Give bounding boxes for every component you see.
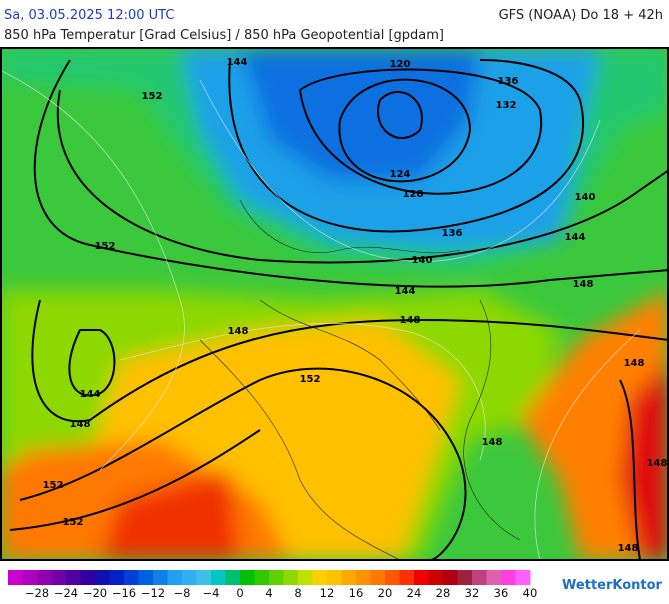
contour-label: 152 xyxy=(95,241,116,252)
colorbar-swatch xyxy=(240,570,255,585)
colorbar-swatch xyxy=(414,570,429,585)
colorbar-label: 20 xyxy=(378,586,393,600)
colorbar-label: 8 xyxy=(294,586,301,600)
contour-label: 132 xyxy=(496,100,517,111)
colorbar-swatch xyxy=(66,570,81,585)
contour-label: 148 xyxy=(70,419,91,430)
subtitle: 850 hPa Temperatur [Grad Celsius] / 850 … xyxy=(4,28,444,43)
contour-label: 152 xyxy=(63,517,84,528)
colorbar-swatch xyxy=(283,570,299,585)
colorbar-swatch xyxy=(501,570,516,585)
contour-label: 148 xyxy=(618,543,639,554)
colorbar-label: 36 xyxy=(494,586,509,600)
colorbar-label: 4 xyxy=(265,586,272,600)
contour-label: 120 xyxy=(390,59,411,70)
colorbar-swatch xyxy=(211,570,226,585)
colorbar-label: 12 xyxy=(320,586,335,600)
contour-label: 152 xyxy=(300,374,321,385)
colorbar-swatch xyxy=(167,570,183,585)
colorbar-swatch xyxy=(95,570,110,585)
colorbar-label: 16 xyxy=(349,586,364,600)
colorbar-label: 24 xyxy=(407,586,422,600)
contour-label-group: 144 120 136 132 152 124 128 136 140 144 152 140 144 1… xyxy=(43,57,668,554)
contour-label: 144 xyxy=(227,57,248,68)
contour-label: 152 xyxy=(43,480,64,491)
colorbar-label: −8 xyxy=(174,586,191,600)
colorbar-label: −12 xyxy=(141,586,165,600)
colorbar-swatch xyxy=(109,570,125,585)
contour-label: 148 xyxy=(400,315,421,326)
colorbar-label: 28 xyxy=(436,586,451,600)
colorbar-swatch xyxy=(341,570,357,585)
colorbar-swatch xyxy=(8,570,23,585)
colorbar-swatch xyxy=(472,570,487,585)
contour-label: 152 xyxy=(142,91,163,102)
colorbar-label: 0 xyxy=(236,586,243,600)
colorbar-label: −16 xyxy=(112,586,136,600)
logo: WetterKontor xyxy=(562,578,663,593)
map xyxy=(1,48,668,560)
contour-label: 148 xyxy=(647,458,668,469)
contour-label: 148 xyxy=(482,437,503,448)
colorbar-swatch xyxy=(37,570,52,585)
colorbar-swatch xyxy=(515,570,531,585)
colorbar-swatch xyxy=(385,570,400,585)
model-run: GFS (NOAA) Do 18 + 42h xyxy=(499,8,663,23)
colorbar-swatch xyxy=(269,570,284,585)
temperature-isolines xyxy=(1,70,641,560)
colorbar-swatch xyxy=(80,570,96,585)
colorbar-swatch xyxy=(254,570,270,585)
colorbar-swatch xyxy=(22,570,38,585)
geopotential-contours xyxy=(9,59,668,560)
colorbar-label: 32 xyxy=(465,586,480,600)
colorbar-swatch xyxy=(124,570,139,585)
colorbar-label: −20 xyxy=(83,586,107,600)
colorbar-swatch xyxy=(399,570,415,585)
datetime: Sa, 03.05.2025 12:00 UTC xyxy=(4,8,174,23)
contour-label: 144 xyxy=(80,389,101,400)
colorbar-label: −4 xyxy=(203,586,220,600)
contour-label: 148 xyxy=(573,279,594,290)
colorbar-label: −24 xyxy=(54,586,78,600)
map-frame xyxy=(0,47,669,561)
colorbar-swatch xyxy=(370,570,386,585)
contour-label: 144 xyxy=(565,232,586,243)
colorbar-swatch xyxy=(457,570,473,585)
contour-label: 136 xyxy=(498,76,519,87)
contour-label: 136 xyxy=(442,228,463,239)
colorbar-swatch xyxy=(138,570,154,585)
colorbar-label: 40 xyxy=(523,586,538,600)
contour-label: 148 xyxy=(228,326,249,337)
colorbar-swatch xyxy=(153,570,168,585)
colorbar-swatch xyxy=(51,570,67,585)
colorbar-swatch xyxy=(196,570,212,585)
contour-label: 128 xyxy=(403,189,424,200)
contour-label: 144 xyxy=(395,286,416,297)
colorbar-swatch xyxy=(182,570,197,585)
colorbar-swatch xyxy=(327,570,342,585)
contour-label: 124 xyxy=(390,169,411,180)
colorbar-label: −28 xyxy=(25,586,49,600)
colorbar-swatch xyxy=(486,570,502,585)
colorbar: −28 −24 −20 −16 −12 −8 −4 0 4 8 12 16 20 24 28 32 36 40 xyxy=(8,570,537,600)
colorbar-swatch xyxy=(428,570,444,585)
colorbar-swatch xyxy=(443,570,458,585)
contour-label: 140 xyxy=(412,255,433,266)
colorbar-swatch xyxy=(225,570,241,585)
borders xyxy=(199,199,521,560)
colorbar-swatch xyxy=(356,570,371,585)
temperature-field xyxy=(1,48,668,560)
colorbar-swatch xyxy=(298,570,313,585)
contour-label: 148 xyxy=(624,358,645,369)
colorbar-swatch xyxy=(312,570,328,585)
contour-label: 140 xyxy=(575,192,596,203)
